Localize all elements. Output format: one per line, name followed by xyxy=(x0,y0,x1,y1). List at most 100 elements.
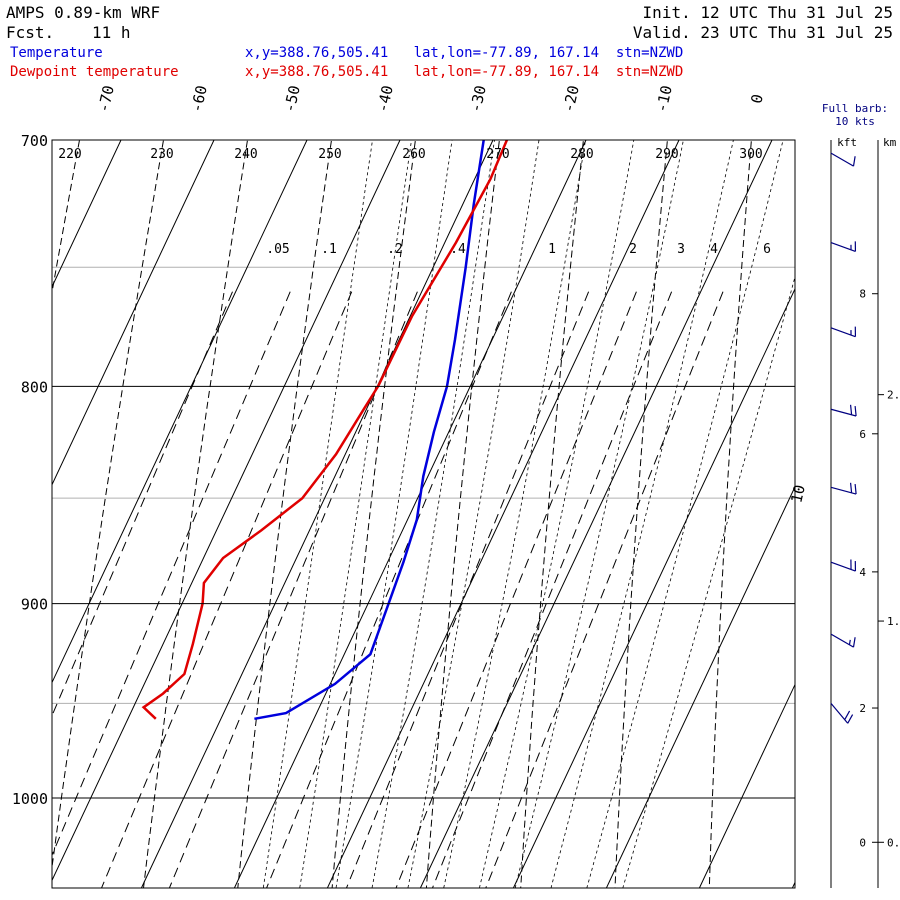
mixing-ratio-line xyxy=(52,291,233,717)
pressure-label: 900 xyxy=(21,596,48,614)
pressure-label: 800 xyxy=(21,378,48,396)
barb-staff xyxy=(830,152,854,167)
mixing-ratio-label: 1 xyxy=(548,242,556,257)
height-axis: kft km 0 2 4 6 8 0. 1. 2. xyxy=(837,136,900,888)
moist-adiabat xyxy=(478,140,635,888)
barb-flag xyxy=(854,405,857,417)
moist-adiabat xyxy=(262,140,373,888)
wind-barb xyxy=(830,702,854,724)
isotherm-line xyxy=(140,140,494,888)
moist-adiabats xyxy=(262,140,795,888)
barb-staff xyxy=(830,486,857,495)
isotherm-line xyxy=(419,140,773,888)
axis-labels: 700 800 900 1000 -70 -60 -50 -40 -30 -20 -10 0 10 220… xyxy=(12,84,809,808)
isotherm-line xyxy=(512,287,795,888)
km-tick-label: 1. xyxy=(887,615,900,628)
mixing-ratio-label: 2 xyxy=(629,242,637,257)
barb-staff xyxy=(830,561,856,572)
dry-adiabat xyxy=(803,87,839,900)
isotherm-line xyxy=(52,140,122,288)
sounding-profiles xyxy=(141,140,509,721)
moist-adiabat xyxy=(514,140,684,888)
dry-adiabat xyxy=(708,140,752,888)
wind-barbs xyxy=(830,140,857,888)
theta-label: 300 xyxy=(739,147,762,162)
mixing-ratio-label: 3 xyxy=(677,242,685,257)
moist-adiabat xyxy=(407,140,540,888)
mixing-ratio-line xyxy=(431,291,673,888)
barb-staff xyxy=(830,408,857,417)
mixing-ratio-line xyxy=(266,291,512,888)
mixing-ratio-line xyxy=(100,291,353,888)
barb-flag xyxy=(844,710,851,720)
barb-staff xyxy=(830,633,854,648)
mixing-ratio-label: .05 xyxy=(266,242,289,257)
temperature-profile xyxy=(254,140,485,721)
mixing-ratio-label: 4 xyxy=(710,242,718,257)
barb-note-line1: Full barb: xyxy=(822,102,888,115)
theta-label: 270 xyxy=(486,147,509,162)
isotherm-label: -10 xyxy=(652,84,676,114)
legend-temperature-label: Temperature xyxy=(10,45,103,61)
barb-staff xyxy=(830,241,856,252)
isotherm-label: 10 xyxy=(787,483,809,505)
theta-label: 260 xyxy=(402,147,425,162)
plot-frame xyxy=(51,139,796,889)
mixing-ratio-line xyxy=(52,291,291,857)
isotherm-line xyxy=(791,881,795,888)
dry-adiabat xyxy=(614,140,668,888)
km-tick-label: 0. xyxy=(887,836,900,849)
dry-adiabat xyxy=(142,140,249,888)
legend-temperature-info: x,y=388.76,505.41 lat,lon=-77.89, 167.14… xyxy=(245,45,683,61)
fcst-value: 11 h xyxy=(92,23,131,42)
barb-staff xyxy=(830,327,856,338)
barb-staff xyxy=(830,702,849,724)
moist-adiabat xyxy=(335,140,453,888)
fcst-label: Fcst. xyxy=(6,23,54,42)
dry-adiabat xyxy=(52,140,81,296)
isotherm-line xyxy=(233,140,587,888)
isotherm-label: 0 xyxy=(747,92,767,105)
kft-tick-label: 4 xyxy=(859,566,866,579)
dry-adiabat xyxy=(425,140,500,888)
barb-note-line2: 10 kts xyxy=(835,115,875,128)
isotherm-line xyxy=(52,140,215,486)
gray-pressure-gridlines xyxy=(52,266,795,704)
isotherm-line xyxy=(52,140,401,882)
moist-adiabat xyxy=(622,275,795,888)
barb-flag xyxy=(852,156,856,167)
isotherm-line xyxy=(698,683,795,888)
barb-flag xyxy=(852,637,856,648)
theta-label: 230 xyxy=(150,147,173,162)
mixing-ratio-label: .1 xyxy=(321,242,337,257)
pressure-label: 1000 xyxy=(12,790,48,808)
isotherm-line xyxy=(605,485,795,888)
moist-adiabat xyxy=(299,140,412,888)
wind-barb xyxy=(830,152,856,167)
kft-tick-label: 8 xyxy=(859,288,866,301)
mixing-ratio-label: .4 xyxy=(450,242,466,257)
dry-adiabat xyxy=(520,140,584,888)
wind-barb xyxy=(830,326,857,338)
isotherm-label: -50 xyxy=(280,84,304,114)
isotherm-label: -20 xyxy=(559,84,583,114)
wind-barb xyxy=(830,559,857,572)
model-title: AMPS 0.89-km WRF xyxy=(6,3,160,22)
barb-flag xyxy=(847,714,854,724)
wind-barb xyxy=(830,241,857,252)
barb-flag xyxy=(849,404,853,415)
legend-dewpoint-info: x,y=388.76,505.41 lat,lon=-77.89, 167.14… xyxy=(245,64,683,80)
moist-adiabat xyxy=(371,140,495,888)
isotherm-line xyxy=(0,140,28,888)
dry-adiabat xyxy=(52,140,165,871)
mixing-ratio-line xyxy=(345,291,590,888)
init-time: Init. 12 UTC Thu 31 Jul 25 xyxy=(643,3,893,22)
kft-tick-label: 0 xyxy=(859,836,866,849)
wind-barb xyxy=(830,482,857,495)
valid-time: Valid. 23 UTC Thu 31 Jul 25 xyxy=(633,23,893,42)
mixing-ratio-lines xyxy=(52,291,724,888)
dry-adiabat xyxy=(331,140,416,888)
theta-label: 250 xyxy=(318,147,341,162)
isotherm-label: -70 xyxy=(94,84,118,114)
kft-tick-label: 6 xyxy=(859,428,866,441)
